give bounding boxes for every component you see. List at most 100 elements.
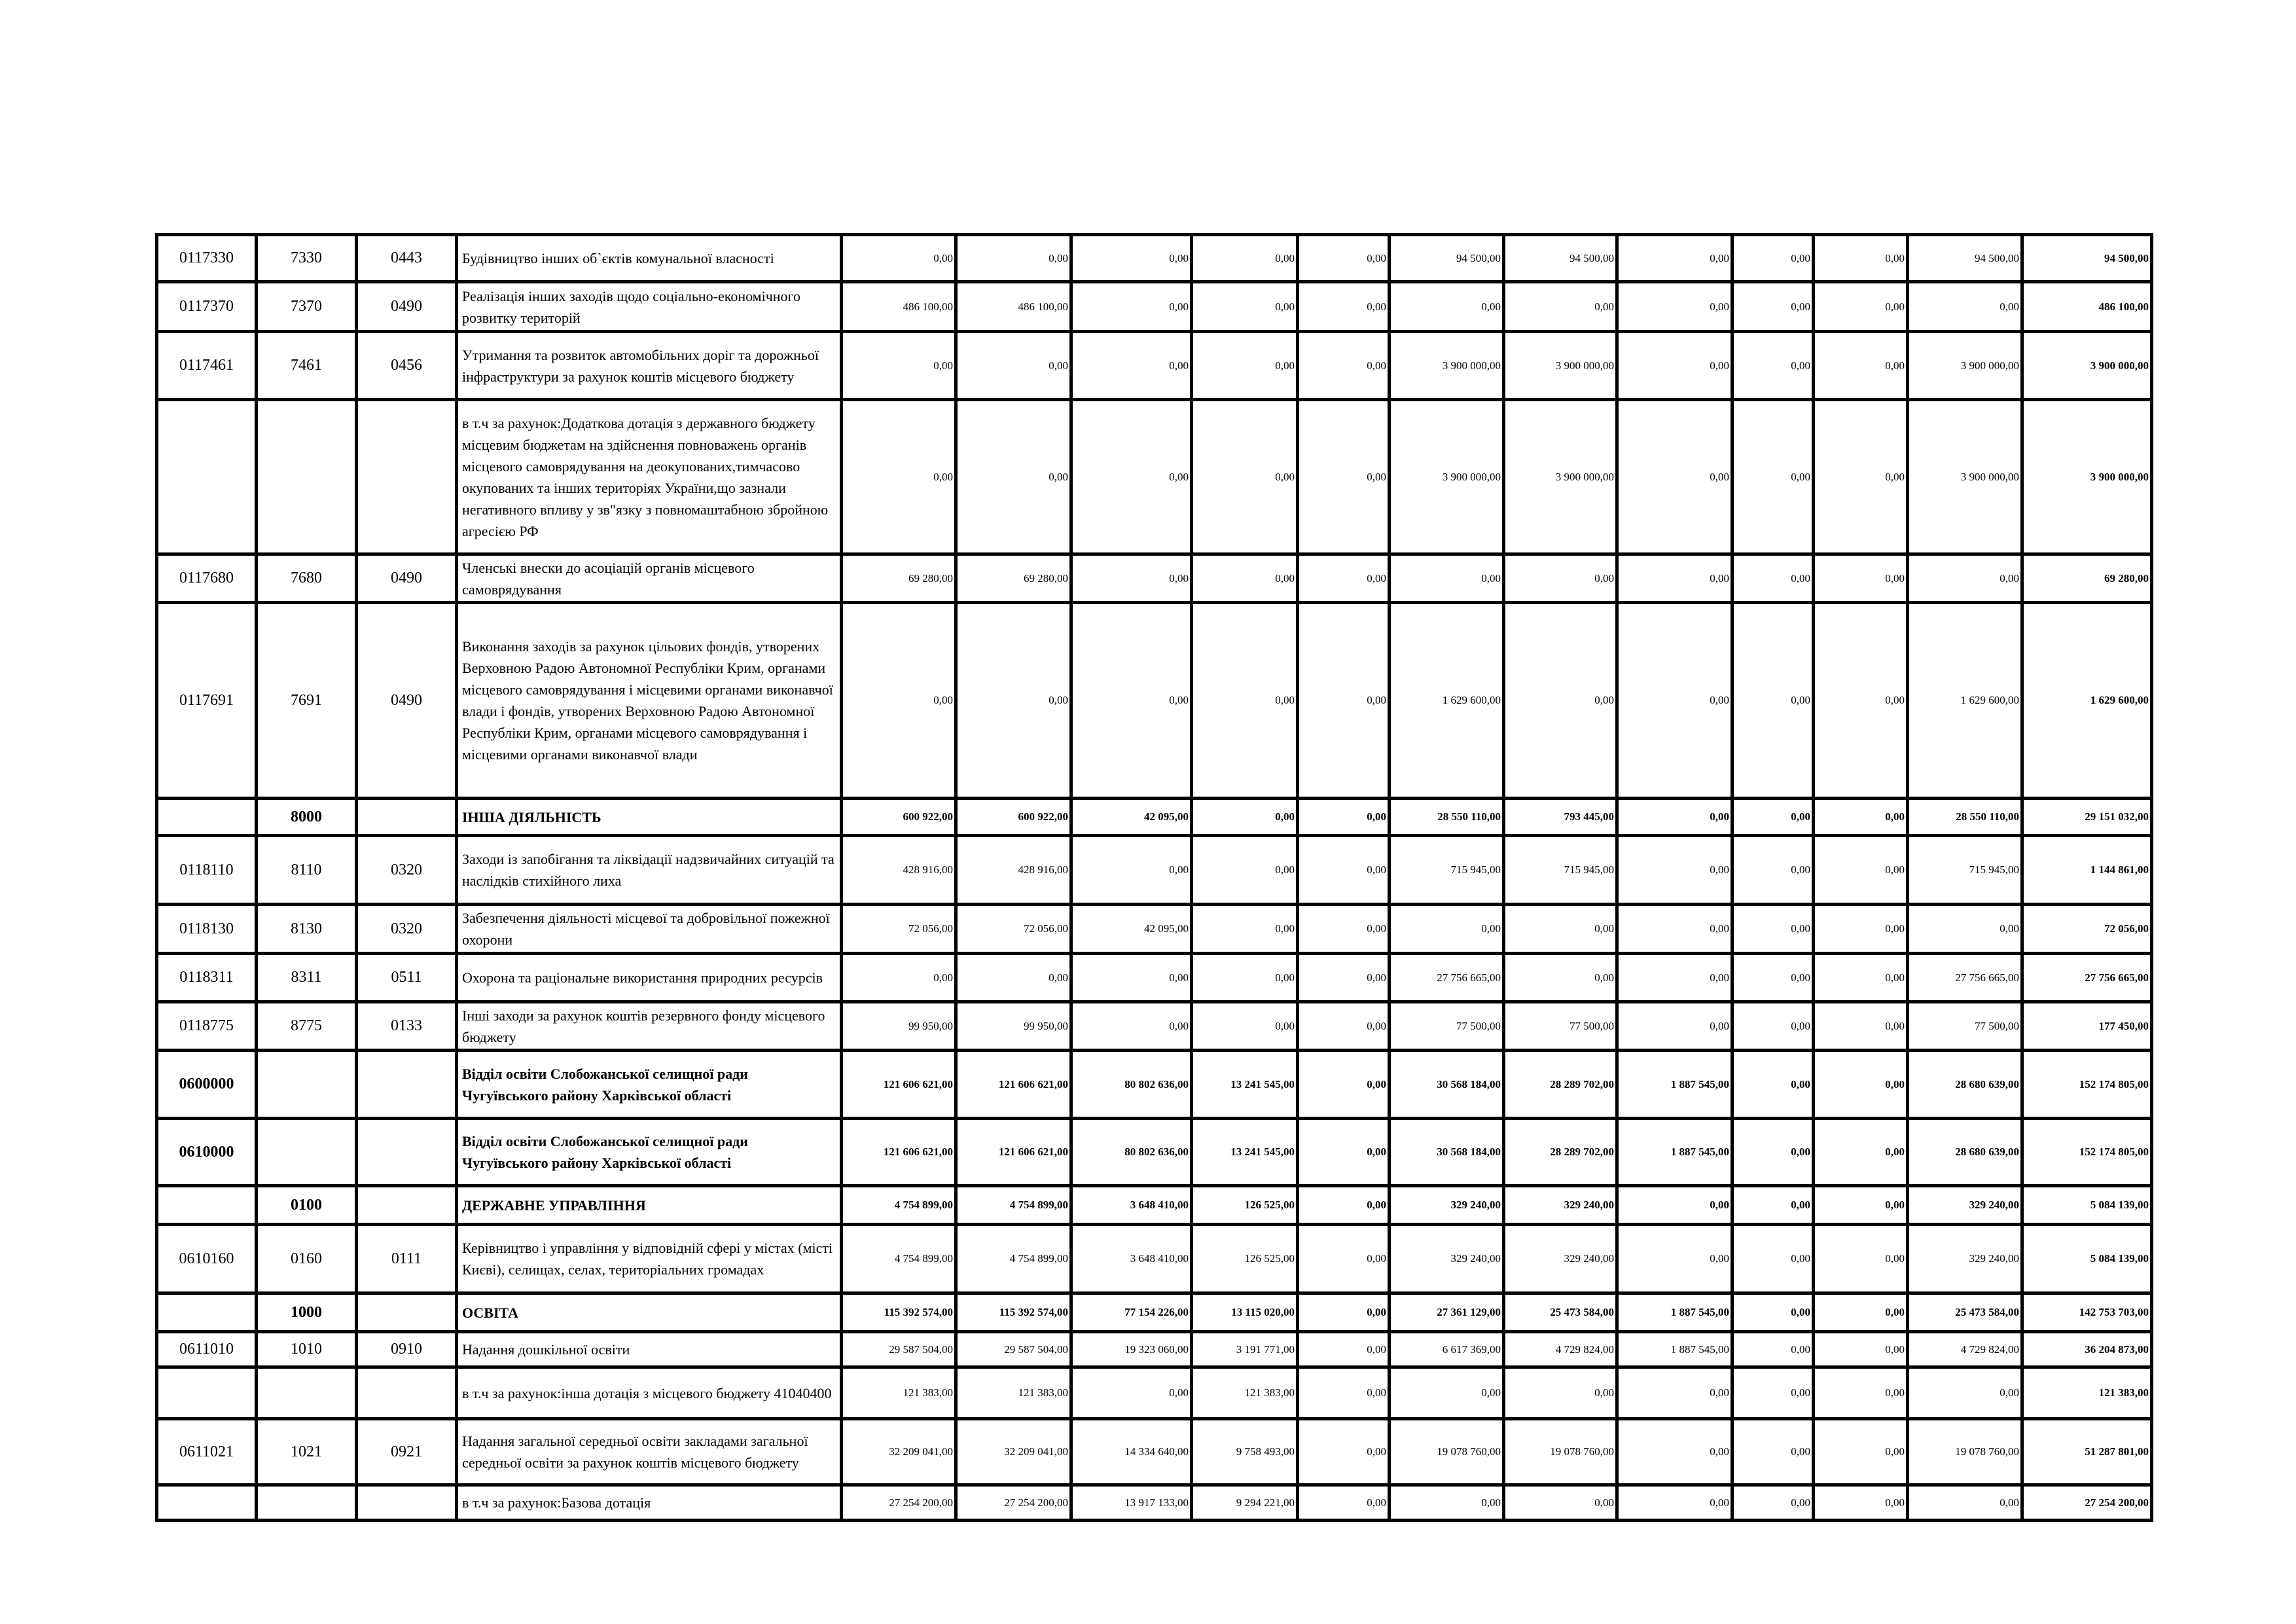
cell-num: 329 240,00 bbox=[1388, 1184, 1505, 1226]
cell-num: 28 550 110,00 bbox=[1388, 797, 1505, 837]
cell-total: 29 151 032,00 bbox=[2020, 797, 2153, 837]
cell-num: 0,00 bbox=[1731, 1365, 1815, 1420]
table-row: 0610000 Відділ освіти Слобожанської селищ… bbox=[155, 1117, 2153, 1187]
table-row: 0100 ДЕРЖАВНЕ УПРАВЛІННЯ 4 754 899,00 4 754… bbox=[155, 1184, 2153, 1226]
cell-num: 0,00 bbox=[1812, 601, 1909, 800]
cell-num: 0,00 bbox=[1615, 552, 1734, 604]
cell-total: 1 144 861,00 bbox=[2020, 834, 2153, 906]
cell-num: 715 945,00 bbox=[1906, 834, 2024, 906]
cell-num: 0,00 bbox=[1296, 330, 1391, 401]
cell-num: 0,00 bbox=[1731, 1417, 1815, 1487]
cell-fkvk-code: 0490 bbox=[355, 280, 458, 333]
cell-num: 29 587 504,00 bbox=[954, 1330, 1073, 1369]
cell-num: 6 617 369,00 bbox=[1388, 1330, 1505, 1369]
cell-num: 28 680 639,00 bbox=[1906, 1049, 2024, 1120]
cell-num: 13 917 133,00 bbox=[1069, 1483, 1193, 1522]
cell-num: 72 056,00 bbox=[954, 903, 1073, 955]
cell-num: 13 115 020,00 bbox=[1190, 1291, 1299, 1333]
cell-name: Членські внески до асоціацій органів міс… bbox=[455, 552, 843, 604]
cell-num: 9 758 493,00 bbox=[1190, 1417, 1299, 1487]
cell-num: 0,00 bbox=[954, 330, 1073, 401]
cell-num: 0,00 bbox=[1812, 280, 1909, 333]
cell-name: Відділ освіти Слобожанської селищної рад… bbox=[455, 1049, 843, 1120]
cell-num: 0,00 bbox=[1296, 1000, 1391, 1052]
cell-num: 27 361 129,00 bbox=[1388, 1291, 1505, 1333]
table-row: в т.ч за рахунок:Додаткова дотація з дер… bbox=[155, 398, 2153, 556]
cell-function-code: 1010 bbox=[255, 1330, 358, 1369]
cell-fkvk-code: 0111 bbox=[355, 1223, 458, 1295]
cell-num: 428 916,00 bbox=[840, 834, 958, 906]
cell-num: 0,00 bbox=[1615, 834, 1734, 906]
cell-num: 115 392 574,00 bbox=[954, 1291, 1073, 1333]
cell-num: 4 729 824,00 bbox=[1906, 1330, 2024, 1369]
cell-num: 3 900 000,00 bbox=[1502, 398, 1619, 556]
cell-num: 0,00 bbox=[954, 952, 1073, 1003]
cell-name: в т.ч за рахунок:інша дотація з місцевог… bbox=[455, 1365, 843, 1420]
cell-num: 19 078 760,00 bbox=[1388, 1417, 1505, 1487]
cell-num: 0,00 bbox=[1190, 797, 1299, 837]
cell-num: 0,00 bbox=[1906, 552, 2024, 604]
cell-num: 99 950,00 bbox=[840, 1000, 958, 1052]
table-row: 0118775 8775 0133 Інші заходи за рахунок ко… bbox=[155, 1000, 2153, 1052]
cell-function-code: 1021 bbox=[255, 1417, 358, 1487]
cell-function-code bbox=[255, 1365, 358, 1420]
cell-num: 329 240,00 bbox=[1906, 1223, 2024, 1295]
cell-num: 0,00 bbox=[840, 330, 958, 401]
cell-function-code: 1000 bbox=[255, 1291, 358, 1333]
cell-num: 0,00 bbox=[1731, 330, 1815, 401]
cell-num: 0,00 bbox=[1812, 398, 1909, 556]
cell-num: 121 383,00 bbox=[954, 1365, 1073, 1420]
cell-num: 27 756 665,00 bbox=[1388, 952, 1505, 1003]
cell-num: 9 294 221,00 bbox=[1190, 1483, 1299, 1522]
cell-num: 0,00 bbox=[1615, 903, 1734, 955]
cell-num: 0,00 bbox=[1731, 1184, 1815, 1226]
cell-total: 3 900 000,00 bbox=[2020, 398, 2153, 556]
cell-program-code: 0611010 bbox=[155, 1330, 258, 1369]
cell-num: 0,00 bbox=[1812, 952, 1909, 1003]
cell-num: 0,00 bbox=[1812, 1291, 1909, 1333]
cell-total: 5 084 139,00 bbox=[2020, 1223, 2153, 1295]
cell-num: 3 900 000,00 bbox=[1906, 330, 2024, 401]
cell-num: 0,00 bbox=[1069, 398, 1193, 556]
cell-function-code: 0160 bbox=[255, 1223, 358, 1295]
cell-num: 0,00 bbox=[1190, 952, 1299, 1003]
cell-num: 0,00 bbox=[1296, 1330, 1391, 1369]
cell-num: 80 802 636,00 bbox=[1069, 1117, 1193, 1187]
cell-num: 0,00 bbox=[1190, 330, 1299, 401]
cell-num: 0,00 bbox=[1615, 330, 1734, 401]
cell-fkvk-code: 0511 bbox=[355, 952, 458, 1003]
cell-num: 25 473 584,00 bbox=[1502, 1291, 1619, 1333]
cell-program-code bbox=[155, 1291, 258, 1333]
cell-num: 715 945,00 bbox=[1502, 834, 1619, 906]
table-row: 0118110 8110 0320 Заходи із запобігання та … bbox=[155, 834, 2153, 906]
cell-num: 0,00 bbox=[1069, 601, 1193, 800]
cell-num: 0,00 bbox=[1502, 552, 1619, 604]
cell-name: в т.ч за рахунок:Базова дотація bbox=[455, 1483, 843, 1522]
cell-num: 0,00 bbox=[1069, 233, 1193, 283]
cell-function-code: 8775 bbox=[255, 1000, 358, 1052]
budget-table: 0117330 7330 0443 Будівництво інших об`єкті… bbox=[155, 233, 2153, 1522]
cell-total: 69 280,00 bbox=[2020, 552, 2153, 604]
cell-function-code: 8130 bbox=[255, 903, 358, 955]
cell-function-code bbox=[255, 1049, 358, 1120]
cell-num: 28 289 702,00 bbox=[1502, 1117, 1619, 1187]
cell-name: Забезпечення діяльності місцевої та добр… bbox=[455, 903, 843, 955]
table-body: 0117330 7330 0443 Будівництво інших об`єкті… bbox=[155, 233, 2153, 1522]
cell-program-code: 0118130 bbox=[155, 903, 258, 955]
cell-fkvk-code: 0456 bbox=[355, 330, 458, 401]
cell-num: 0,00 bbox=[1190, 233, 1299, 283]
cell-name: Заходи із запобігання та ліквідації надз… bbox=[455, 834, 843, 906]
cell-num: 0,00 bbox=[1190, 280, 1299, 333]
cell-fkvk-code: 0490 bbox=[355, 552, 458, 604]
cell-num: 121 383,00 bbox=[840, 1365, 958, 1420]
cell-num: 329 240,00 bbox=[1502, 1223, 1619, 1295]
cell-num: 0,00 bbox=[1615, 797, 1734, 837]
cell-num: 3 900 000,00 bbox=[1388, 398, 1505, 556]
cell-function-code: 8311 bbox=[255, 952, 358, 1003]
cell-program-code: 0117370 bbox=[155, 280, 258, 333]
cell-num: 0,00 bbox=[840, 601, 958, 800]
cell-num: 0,00 bbox=[840, 398, 958, 556]
cell-num: 486 100,00 bbox=[840, 280, 958, 333]
cell-num: 0,00 bbox=[1069, 1365, 1193, 1420]
cell-num: 0,00 bbox=[954, 233, 1073, 283]
